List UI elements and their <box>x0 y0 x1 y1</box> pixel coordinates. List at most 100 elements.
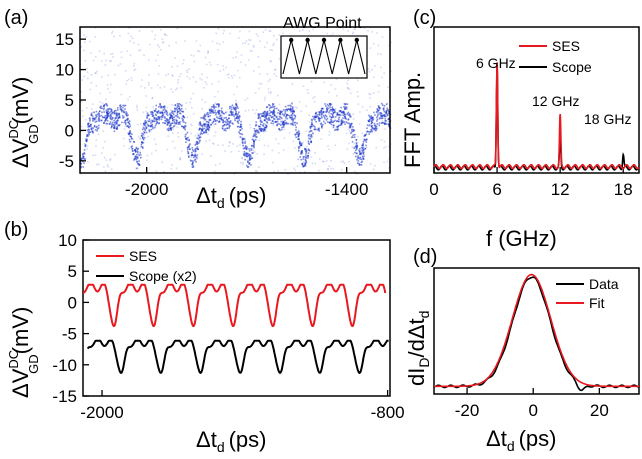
panel-a-point-1021 <box>80 166 82 169</box>
panel-a-point-1394 <box>159 106 162 109</box>
panel-a-point-528 <box>203 119 205 122</box>
panel-a-point-2312 <box>221 127 224 130</box>
panel-a-point-1328 <box>325 160 328 162</box>
panel-a-point-2283 <box>309 135 312 138</box>
panel-a-point-1504 <box>223 129 226 132</box>
panel-a-point-2462 <box>217 27 220 30</box>
panel-a-point-1809 <box>370 120 373 123</box>
panel-a-point-2275 <box>171 122 174 125</box>
panel-a-point-788 <box>223 117 226 119</box>
panel-a-point-2426 <box>330 108 332 111</box>
panel-a-point-1426 <box>291 123 294 126</box>
panel-a-point-2573 <box>106 119 109 122</box>
panel-a-point-2379 <box>211 40 214 43</box>
panel-a-point-21 <box>152 106 154 108</box>
panel-a-point-1243 <box>179 158 182 161</box>
panel-a-point-1690 <box>201 133 203 135</box>
panel-a-point-1254 <box>209 155 212 157</box>
panel-a-point-272 <box>142 141 145 144</box>
panel-a-point-291 <box>195 156 198 159</box>
panel-a-point-378 <box>327 105 330 107</box>
panel-a-point-359 <box>246 146 248 149</box>
panel-a-point-398 <box>101 76 103 78</box>
panel-a-point-607 <box>248 150 251 152</box>
panel-a-point-863 <box>216 119 218 122</box>
panel-a-point-2290 <box>135 104 138 107</box>
panel-a-point-1897 <box>359 153 361 156</box>
panel-a-point-1052 <box>163 170 165 173</box>
panel-a-point-2384 <box>101 111 103 114</box>
panel-a-point-621 <box>105 118 108 120</box>
panel-a-point-2251 <box>388 145 390 148</box>
panel-a-point-1206 <box>131 147 133 150</box>
panel-a-point-1678 <box>176 102 179 105</box>
panel-c-xtick-label-0: 0 <box>429 180 438 199</box>
panel-a-point-933 <box>148 128 151 131</box>
panel-a-point-556 <box>334 119 336 122</box>
panel-a-point-646 <box>275 117 278 119</box>
panel-a-point-2556 <box>172 113 175 116</box>
panel-a-point-414 <box>277 152 280 154</box>
panel-a-point-545 <box>114 73 116 76</box>
panel-a-point-1058 <box>191 149 194 151</box>
panel-a-point-199 <box>174 115 177 117</box>
panel-a-point-575 <box>329 110 331 112</box>
panel-a-point-823 <box>237 117 240 119</box>
panel-a-point-212 <box>375 125 378 128</box>
panel-a-point-706 <box>309 127 312 130</box>
panel-a-point-442 <box>353 136 356 138</box>
panel-a-point-2560 <box>314 113 317 115</box>
panel-a-point-1989 <box>131 79 133 82</box>
panel-a-point-262 <box>137 43 140 46</box>
panel-a-point-2425 <box>283 137 286 140</box>
panel-a-point-343 <box>376 123 379 125</box>
panel-a-point-2535 <box>238 37 240 39</box>
panel-a-point-854 <box>258 131 260 134</box>
panel-a-point-1739 <box>87 135 89 137</box>
panel-a-point-1094 <box>268 30 271 32</box>
panel-a-point-2551 <box>246 166 249 169</box>
panel-a-point-2255 <box>246 164 248 167</box>
panel-a-point-326 <box>115 120 117 123</box>
panel-b-xtick-label-0: -2000 <box>80 403 123 422</box>
panel-a-point-344 <box>279 110 281 113</box>
panel-a-point-805 <box>109 60 111 62</box>
panel-a-point-980 <box>312 132 314 135</box>
panel-a-point-2031 <box>110 53 112 55</box>
panel-a-point-1666 <box>108 122 111 125</box>
panel-a-point-1799 <box>180 107 183 110</box>
panel-a-point-1177 <box>103 107 105 109</box>
panel-a-point-1625 <box>221 110 224 113</box>
panel-a-point-207 <box>340 120 343 123</box>
panel-a-point-487 <box>144 124 146 126</box>
panel-a-point-886 <box>232 57 235 59</box>
panel-a-point-2249 <box>278 116 281 118</box>
panel-a-point-1351 <box>338 118 340 121</box>
panel-a-point-1984 <box>169 128 172 130</box>
panel-a-point-329 <box>370 115 372 117</box>
panel-a-point-993 <box>347 128 350 131</box>
panel-a-point-1715 <box>246 153 248 155</box>
panel-a-point-783 <box>199 127 201 130</box>
panel-d-ylabel-sub1: D <box>416 358 432 368</box>
panel-a-point-2366 <box>230 106 232 108</box>
panel-a-point-281 <box>186 75 189 78</box>
panel-a-point-1023 <box>102 108 105 111</box>
panel-a-point-1929 <box>193 60 196 63</box>
panel-a-point-183 <box>175 41 177 44</box>
panel-a-point-2252 <box>213 106 216 108</box>
panel-a-point-2417 <box>333 109 335 111</box>
panel-a-point-909 <box>176 115 178 117</box>
panel-a-point-2036 <box>293 117 296 120</box>
panel-a-inset-label: AWG Point <box>283 15 362 32</box>
panel-a-point-772 <box>298 147 300 150</box>
panel-a-point-203 <box>273 34 275 37</box>
panel-a-point-1889 <box>96 128 99 130</box>
panel-a-point-549 <box>146 117 148 119</box>
panel-a-point-1591 <box>213 107 216 110</box>
panel-a-point-1122 <box>106 104 109 107</box>
panel-a-point-786 <box>274 68 277 71</box>
panel-a-point-915 <box>114 123 117 126</box>
panel-a-point-1110 <box>272 44 274 46</box>
panel-a-point-912 <box>329 106 331 109</box>
